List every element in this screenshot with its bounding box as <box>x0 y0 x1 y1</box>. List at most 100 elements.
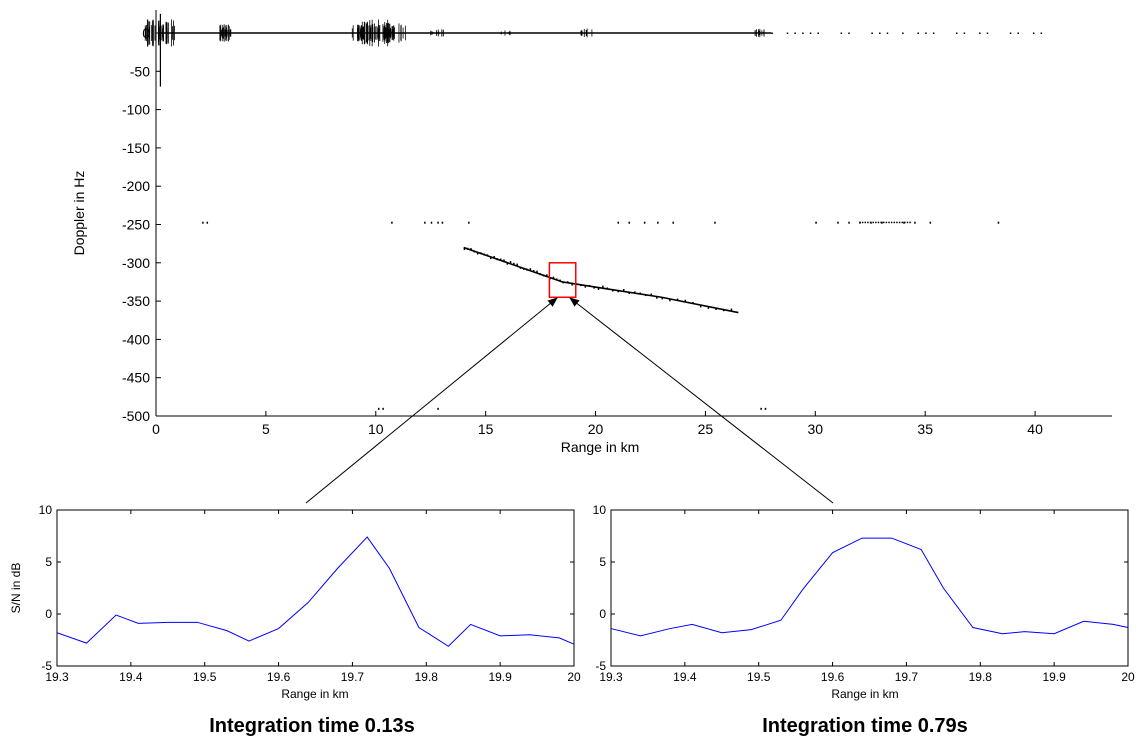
main-target-dot <box>692 301 694 304</box>
main-target-dot <box>493 255 495 258</box>
subplot-2-x-tick-label: 19.9 <box>1042 670 1066 684</box>
subplot-2-y-tick-label: 10 <box>593 503 607 517</box>
main-clutter-dot <box>979 32 981 34</box>
main-scatter-dot <box>441 221 444 224</box>
main-scatter-dot <box>437 221 439 224</box>
main-y-tick-label: -400 <box>122 331 150 347</box>
subplot-2-y-tick-label: 5 <box>599 555 606 569</box>
main-scatter-dot <box>997 221 1000 224</box>
main-scatter-dot <box>869 221 872 224</box>
subplot-2-y-ticks: 10 5 0 -5 <box>593 503 1128 673</box>
subplot-1-x-tick-label: 19.8 <box>415 670 439 684</box>
main-scatter-dot <box>859 221 861 224</box>
main-clutter-dot <box>902 32 904 34</box>
subplot-1-x-tick-label: 19.4 <box>119 670 143 684</box>
main-target-dot <box>523 267 525 270</box>
main-x-tick-label: 15 <box>478 421 494 437</box>
subplot-1-x-tick-label: 19.6 <box>267 670 291 684</box>
subplot-1-x-tick-label: 19.3 <box>45 670 69 684</box>
main-clutter-dot <box>809 32 812 34</box>
main-scatter-dot <box>714 221 716 224</box>
main-target-dot <box>723 309 725 312</box>
subplot-integration-0-13s: 19.3 19.4 19.5 19.6 19.7 19.8 19.9 20 10 5 0 -5 Ra… <box>9 503 581 737</box>
arrow-left <box>305 297 558 504</box>
subplot-1-y-ticks: 10 5 0 -5 <box>39 503 574 673</box>
main-scatter-dot <box>760 407 762 410</box>
main-scatter-dot <box>815 221 817 224</box>
main-scatter-dot <box>437 407 439 410</box>
main-y-tick-label: -300 <box>122 255 150 271</box>
main-target-dot <box>499 258 502 261</box>
main-target-dot <box>617 290 620 293</box>
main-clutter-dot <box>794 32 796 34</box>
main-target-dot <box>490 257 492 260</box>
main-scatter-dot <box>848 221 850 224</box>
main-scatter-dot <box>904 221 906 224</box>
main-scatter-dot <box>877 221 880 224</box>
main-target-dot <box>566 281 569 284</box>
subplot-2-x-tick-label: 19.7 <box>895 670 919 684</box>
main-scatter-dot <box>909 221 911 224</box>
main-target-track <box>463 246 739 314</box>
subplot-1-series-line <box>56 536 575 647</box>
main-x-tick-label: 30 <box>808 421 824 437</box>
main-clutter-dot <box>955 32 958 34</box>
main-target-dot <box>639 292 641 295</box>
main-clutter-dot <box>817 32 820 34</box>
main-x-tick-label: 40 <box>1027 421 1043 437</box>
main-scatter-dot <box>382 407 384 410</box>
main-scatter-dot <box>881 221 883 224</box>
subplot-1-x-tick-label: 20 <box>567 670 581 684</box>
main-clutter-dot <box>848 32 850 34</box>
main-target-dot <box>552 276 555 279</box>
main-scatter-dot <box>617 221 620 224</box>
main-clutter-dot <box>840 32 843 34</box>
subplot-2-x-axis-label: Range in km <box>831 687 898 701</box>
main-y-tick-label: -100 <box>122 102 150 118</box>
main-scatter-dot <box>861 221 864 224</box>
main-clutter-dot <box>1009 32 1012 34</box>
main-target-dot <box>715 307 717 310</box>
main-clutter-dot <box>963 32 966 34</box>
main-y-tick-label: -200 <box>122 178 150 194</box>
main-target-dot <box>597 287 600 290</box>
main-target-dot <box>509 261 512 264</box>
subplot-2-x-tick-label: 19.8 <box>969 670 993 684</box>
main-scatter-dot <box>890 221 893 224</box>
main-clutter-dot <box>1032 32 1035 34</box>
main-plot-data <box>144 13 1043 410</box>
main-target-dot <box>655 296 658 299</box>
subplot-1-y-tick-label: 10 <box>39 503 53 517</box>
main-target-dot <box>559 279 561 282</box>
main-target-dot <box>503 259 505 262</box>
main-target-dot <box>480 252 482 255</box>
subplot-1-x-ticks: 19.3 19.4 19.5 19.6 19.7 19.8 19.9 20 <box>45 510 581 684</box>
main-y-tick-label: 0 <box>142 25 150 41</box>
main-scatter-dot <box>628 221 631 224</box>
main-target-dot <box>483 253 485 256</box>
main-target-dot <box>730 308 733 311</box>
main-target-dot <box>513 262 515 265</box>
main-target-dot <box>486 254 489 257</box>
main-scatter-dot <box>875 221 877 224</box>
main-target-dot <box>536 270 538 273</box>
main-scatter-dot <box>643 221 646 224</box>
subplot-2-x-tick-label: 19.3 <box>599 670 623 684</box>
main-target-dot <box>526 268 528 271</box>
main-x-ticks: 0 5 10 15 20 25 30 35 40 <box>152 411 1043 437</box>
main-target-dot <box>571 283 573 286</box>
main-scatter-dot <box>896 221 898 224</box>
main-x-tick-label: 10 <box>368 421 384 437</box>
main-clutter-dot <box>771 32 773 34</box>
main-target-dot <box>470 248 472 251</box>
subplot-2-y-tick-label: -5 <box>595 659 606 673</box>
main-scatter-dot <box>929 221 932 224</box>
main-target-dot <box>593 286 595 289</box>
main-target-dot <box>463 248 466 251</box>
main-scatter-dot <box>430 221 433 224</box>
main-target-dot <box>699 305 702 308</box>
main-target-dot <box>669 299 671 302</box>
subplot-2-x-ticks: 19.3 19.4 19.5 19.6 19.7 19.8 19.9 20 <box>599 510 1135 684</box>
main-target-dot <box>650 293 652 296</box>
main-scatter-dot <box>882 221 885 224</box>
